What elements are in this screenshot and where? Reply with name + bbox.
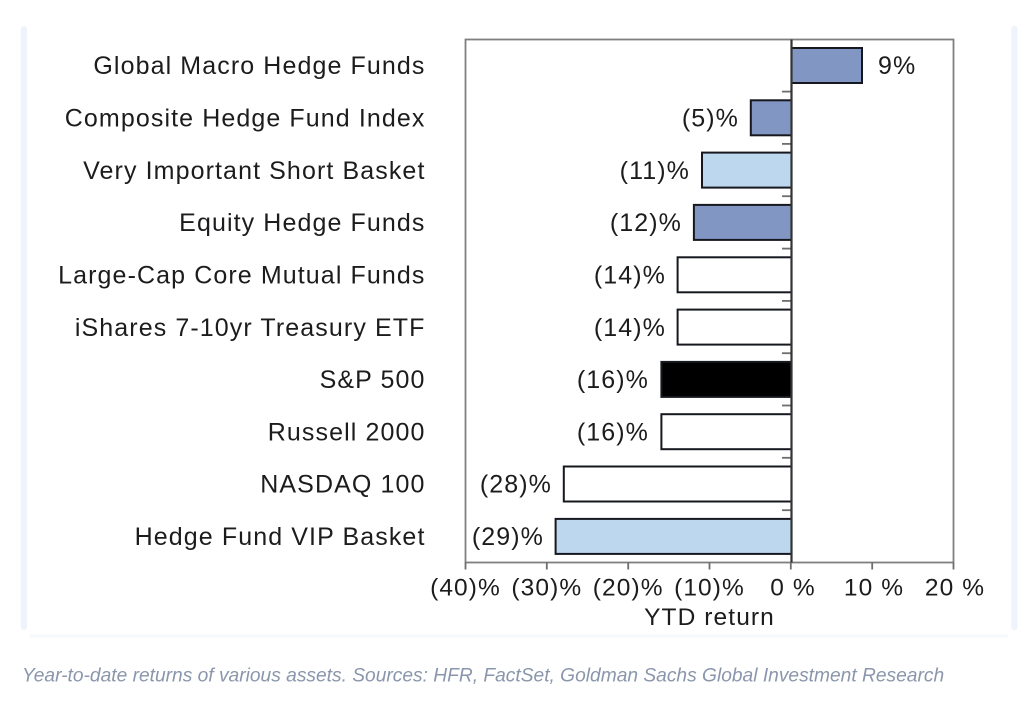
svg-text:Year-to-date returns of variou: Year-to-date returns of various assets. … — [22, 666, 944, 687]
svg-text:(28)%: (28)% — [480, 471, 552, 499]
svg-text:Equity Hedge Funds: Equity Hedge Funds — [179, 209, 425, 237]
svg-text:iShares 7-10yr Treasury ETF: iShares 7-10yr Treasury ETF — [75, 314, 426, 342]
svg-text:S&P 500: S&P 500 — [320, 366, 426, 394]
svg-text:(40)%: (40)% — [430, 575, 501, 602]
svg-text:(30)%: (30)% — [511, 575, 582, 602]
svg-text:Russell 2000: Russell 2000 — [268, 418, 426, 446]
svg-text:YTD return: YTD return — [644, 604, 775, 631]
svg-text:Very Important Short Basket: Very Important Short Basket — [83, 157, 425, 185]
svg-text:(14)%: (14)% — [594, 262, 666, 290]
svg-text:Hedge Fund VIP Basket: Hedge Fund VIP Basket — [135, 523, 426, 551]
svg-text:Large-Cap Core Mutual Funds: Large-Cap Core Mutual Funds — [58, 262, 425, 290]
svg-text:9%: 9% — [878, 52, 916, 80]
svg-text:0 %: 0 % — [770, 575, 816, 602]
svg-text:Global Macro Hedge Funds: Global Macro Hedge Funds — [93, 52, 425, 80]
svg-text:10 %: 10 % — [844, 575, 904, 602]
svg-text:(11)%: (11)% — [620, 157, 690, 185]
svg-text:(29)%: (29)% — [472, 523, 544, 551]
svg-text:(20)%: (20)% — [593, 575, 664, 602]
svg-text:NASDAQ 100: NASDAQ 100 — [260, 471, 425, 499]
svg-text:20 %: 20 % — [925, 575, 985, 602]
svg-text:(14)%: (14)% — [594, 314, 666, 342]
svg-text:Composite Hedge Fund Index: Composite Hedge Fund Index — [65, 105, 426, 133]
svg-text:(12)%: (12)% — [610, 209, 682, 237]
svg-text:(10)%: (10)% — [674, 575, 745, 602]
svg-text:(16)%: (16)% — [577, 418, 649, 446]
svg-text:(16)%: (16)% — [577, 366, 649, 394]
svg-text:(5)%: (5)% — [682, 105, 739, 133]
